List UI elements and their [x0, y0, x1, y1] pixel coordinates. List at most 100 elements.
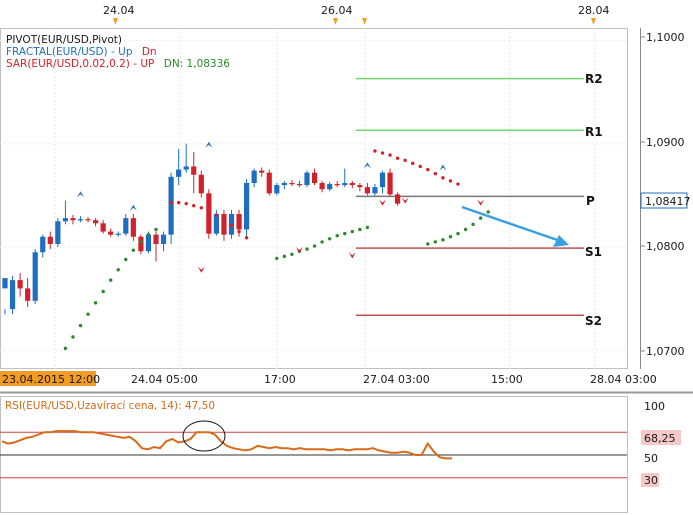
- candle-body: [47, 236, 53, 244]
- sar-dot-up: [486, 210, 490, 214]
- sar-dot-down: [373, 149, 377, 153]
- sar-dot-down: [403, 158, 407, 162]
- sar-dot-down: [388, 153, 392, 157]
- time-start-badge: [0, 371, 96, 386]
- sar-dot-up: [63, 346, 68, 351]
- fractal-up-marker: [205, 141, 213, 148]
- candle-body: [372, 187, 378, 194]
- fractal-down-marker: [295, 247, 303, 254]
- candle-body: [70, 218, 76, 221]
- sar-dot-down: [418, 164, 422, 169]
- sar-dot-up: [463, 227, 468, 232]
- fractal-up-marker: [77, 191, 84, 198]
- sar-dot-up: [154, 227, 158, 232]
- candle-body: [17, 280, 23, 289]
- current-price-box: [640, 192, 688, 209]
- candle-body: [153, 234, 159, 244]
- sar-dot-up: [433, 240, 438, 244]
- candle-body: [236, 214, 242, 230]
- sar-dot-down: [169, 200, 173, 205]
- top-date-axis: 24.04 26.04 28.04: [103, 4, 610, 25]
- sar-dot-up: [335, 234, 339, 238]
- price-tick-label: 1,0800: [646, 240, 685, 253]
- candle-body: [9, 280, 16, 310]
- sar-dot-down: [214, 213, 219, 217]
- sar-dot-down: [237, 229, 241, 234]
- legend-fractal-up: Up: [118, 46, 133, 58]
- sar-dot-down: [395, 156, 400, 160]
- sar-dot-down: [426, 167, 430, 172]
- candle-body: [395, 194, 401, 204]
- sar-dot-down: [222, 218, 226, 222]
- candle-body: [77, 219, 84, 221]
- sar-dot-up: [365, 225, 370, 230]
- candle-body: [40, 236, 46, 253]
- candle-body: [55, 221, 61, 244]
- time-label: 15:00: [491, 373, 523, 386]
- fractal-down-marker: [197, 266, 205, 273]
- sar-dot-up: [131, 248, 136, 252]
- candle-body: [206, 193, 212, 234]
- legend-pivot: PIVOT(EUR/USD,Pivot): [6, 34, 122, 46]
- date-marker-icon: [113, 18, 118, 25]
- candle-body: [130, 218, 136, 237]
- candle-body: [100, 223, 106, 232]
- time-axis: 23.04.2015 12:00 24.04 05:00 17:00 27.04…: [0, 371, 657, 386]
- candle-body: [274, 185, 280, 194]
- candle-body: [357, 185, 363, 188]
- sar-dot-down: [441, 176, 445, 180]
- candle-body: [334, 184, 340, 186]
- sar-dot-down: [229, 223, 234, 228]
- sar-dot-down: [184, 201, 188, 206]
- sar-dot-up: [282, 254, 287, 259]
- rsi-current-box: [641, 430, 681, 445]
- sar-dot-down: [207, 209, 211, 213]
- candle-body: [108, 231, 114, 235]
- candle-body: [115, 233, 121, 235]
- fractal-up-marker: [363, 162, 371, 169]
- sar-dot-down: [411, 161, 415, 166]
- rsi-highlight-ellipse: [182, 420, 226, 452]
- legend-fractal-row: FRACTAL(EUR/USD) - Up Dn: [6, 46, 157, 58]
- candle-body: [387, 172, 393, 195]
- fractal-down-marker: [348, 252, 356, 259]
- rsi-current-label: 68,25: [644, 432, 676, 445]
- fractal-down-marker: [379, 199, 386, 206]
- legend-sar: SAR(EUR/USD,0.02,0.2): [6, 58, 130, 70]
- sar-dot-down: [456, 182, 460, 186]
- price-tick-label: 1,0900: [646, 136, 685, 149]
- candle-body: [327, 184, 333, 190]
- candle-body: [2, 278, 8, 289]
- time-label: 23.04.2015 12:00: [2, 373, 100, 386]
- candle-body: [319, 183, 325, 190]
- pivot-label-r1: R1: [585, 125, 603, 139]
- pivot-label-r2: R2: [585, 72, 603, 86]
- sar-dot-up: [426, 242, 430, 246]
- legend-fractal-dn: Dn: [142, 46, 157, 58]
- sar-dot-down: [448, 179, 453, 183]
- sar-dot-up: [146, 232, 151, 237]
- time-label: 27.04 03:00: [363, 373, 430, 386]
- top-date-label: 24.04: [103, 4, 135, 17]
- top-date-label: 28.04: [578, 4, 610, 17]
- candle-body: [198, 174, 204, 194]
- time-label: 24.04 05:00: [131, 373, 198, 386]
- candle-body: [342, 183, 348, 186]
- sar-dot-down: [380, 151, 385, 155]
- rsi-title: RSI(EUR/USD,Uzavírací cena, 14): 47,50: [5, 400, 215, 412]
- sar-dot-up: [350, 229, 354, 234]
- pivot-label-s2: S2: [585, 314, 602, 328]
- candle-body: [304, 172, 310, 186]
- candle-body: [138, 236, 144, 252]
- candle-body: [349, 183, 355, 186]
- legend-dash: -: [111, 46, 118, 58]
- candle-body: [296, 184, 303, 186]
- pivot-label-s1: S1: [585, 245, 602, 259]
- rsi-line: [1, 430, 452, 460]
- candle-body: [191, 166, 197, 175]
- fractal-up-marker: [439, 164, 447, 171]
- candle-body: [266, 172, 272, 194]
- sar-dot-up: [275, 256, 279, 261]
- sar-dot-down: [176, 200, 181, 205]
